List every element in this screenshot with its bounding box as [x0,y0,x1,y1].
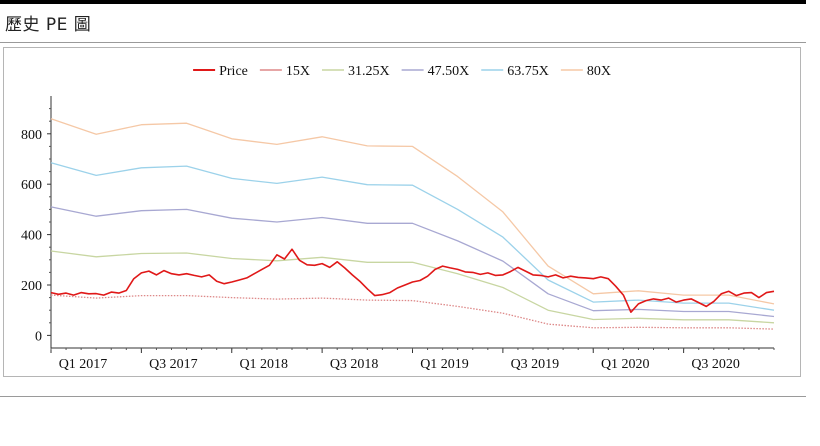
x-tick-label: Q3 2017 [149,357,198,372]
legend-label: 80X [587,64,611,79]
series-line-15x [50,294,775,330]
x-tick-label: Q1 2019 [420,357,469,372]
legend-item: 47.50X [401,64,470,79]
legend-label: 47.50X [428,64,470,79]
legend-item: 63.75X [481,64,549,79]
series-layer [50,118,775,330]
legend-item: Price [193,64,248,79]
title-divider [0,42,806,43]
legend-item: 15X [259,64,310,79]
y-tick-label: 200 [21,279,42,294]
top-rule [0,0,806,4]
x-tick-label: Q1 2017 [59,357,108,372]
series-line-47-50x [50,206,775,318]
y-tick-label: 400 [21,229,42,244]
legend-item: 80X [560,64,611,79]
bottom-divider [0,396,806,397]
legend-label: 63.75X [507,64,549,79]
pe-band-chart: Price 15X 31.25X 47.50X 63.75X 80X 0 200 400 600… [21,64,775,372]
y-tick-label: 600 [21,178,42,193]
x-tick-label: Q1 2018 [239,357,288,372]
series-line-80x [50,118,775,305]
legend-label: 31.25X [348,64,390,79]
page-title: 歷史 PE 圖 [5,15,92,35]
series-line-31-25x [50,250,775,324]
legend-label: Price [219,64,248,79]
x-tick-label: Q3 2018 [330,357,379,372]
x-tick-label: Q1 2020 [601,357,650,372]
chart-frame: Price 15X 31.25X 47.50X 63.75X 80X 0 200 400 600… [3,47,801,377]
chart-legend: Price 15X 31.25X 47.50X 63.75X 80X [193,64,611,79]
x-tick-label: Q3 2020 [691,357,740,372]
chart-axes: 0 200 400 600 800 Q1 2017 Q3 2017 Q1 2018 Q3 201… [21,96,775,372]
y-tick-label: 0 [35,329,42,344]
legend-label: 15X [286,64,310,79]
series-line-63-75x [50,162,775,311]
y-tick-label: 800 [21,128,42,143]
legend-item: 31.25X [321,64,390,79]
series-line-price [50,248,775,313]
x-tick-label: Q3 2019 [511,357,560,372]
